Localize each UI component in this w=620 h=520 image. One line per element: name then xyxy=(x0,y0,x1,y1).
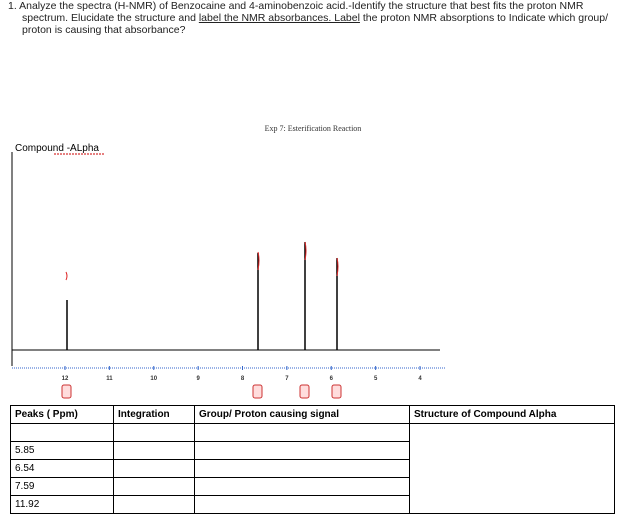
x-tick-label: 7 xyxy=(285,376,289,382)
x-tick-label: 8 xyxy=(241,376,245,382)
spectrum: Exp 7: Esterification Reaction Compound … xyxy=(11,124,445,399)
integration-icon xyxy=(299,384,310,399)
compound-label: Compound -ALpha xyxy=(15,143,99,154)
integration-cell xyxy=(113,477,195,496)
x-tick-label: 12 xyxy=(62,376,69,382)
peaks-table: Peaks ( Ppm) Integration Group/ Proton cau… xyxy=(10,405,615,514)
x-tick-label: 4 xyxy=(418,376,422,382)
x-tick-label: 11 xyxy=(106,376,113,382)
column-header: Integration xyxy=(113,405,195,424)
question-text: Analyze the spectra (H-NMR) of Benzocain… xyxy=(19,0,584,24)
question-text: the proton NMR absorptions to Indicate w… xyxy=(22,12,609,36)
table-row: 11.92 xyxy=(10,495,615,514)
integration-curves xyxy=(65,241,339,281)
integration-icons xyxy=(61,384,342,399)
integration-icon xyxy=(61,384,72,399)
table-row: 6.54 xyxy=(10,459,615,478)
x-tick-label: 9 xyxy=(196,376,200,382)
group-cell xyxy=(194,477,410,496)
header-row: Peaks ( Ppm) Integration Group/ Proton cau… xyxy=(10,405,615,424)
question-underlined: label the NMR absorbances. Label xyxy=(198,12,360,24)
spectrum-title: Exp 7: Esterification Reaction xyxy=(265,124,362,133)
integration-curve xyxy=(65,271,68,281)
peak-cell: 6.54 xyxy=(10,459,114,478)
x-tick-label: 6 xyxy=(330,376,334,382)
integration-icon xyxy=(252,384,263,399)
question-number: 1. xyxy=(8,0,17,12)
table-row xyxy=(10,423,615,514)
peak-cell: 11.92 xyxy=(10,495,114,514)
integration-curve xyxy=(304,241,307,261)
integration-icon xyxy=(331,384,342,399)
group-cell xyxy=(194,441,410,460)
x-tick-label: 5 xyxy=(374,376,378,382)
x-tick-label: 10 xyxy=(150,376,157,382)
group-cell xyxy=(194,459,410,478)
column-header: Group/ Proton causing signal xyxy=(194,405,410,424)
integration-cell xyxy=(113,495,195,514)
integration-curve xyxy=(257,251,260,271)
integration-cell xyxy=(113,441,195,460)
structure-cell xyxy=(409,423,615,514)
integration-cell xyxy=(113,459,195,478)
peak-cell: 5.85 xyxy=(10,441,114,460)
group-cell xyxy=(194,495,410,514)
peak-cell: 7.59 xyxy=(10,477,114,496)
column-header: Peaks ( Ppm) xyxy=(10,405,114,424)
integration-curve xyxy=(336,257,339,277)
peaks xyxy=(66,242,338,350)
column-header: Structure of Compound Alpha xyxy=(409,405,615,424)
question: 1. Analyze the spectra (H-NMR) of Benzoc… xyxy=(8,0,620,36)
